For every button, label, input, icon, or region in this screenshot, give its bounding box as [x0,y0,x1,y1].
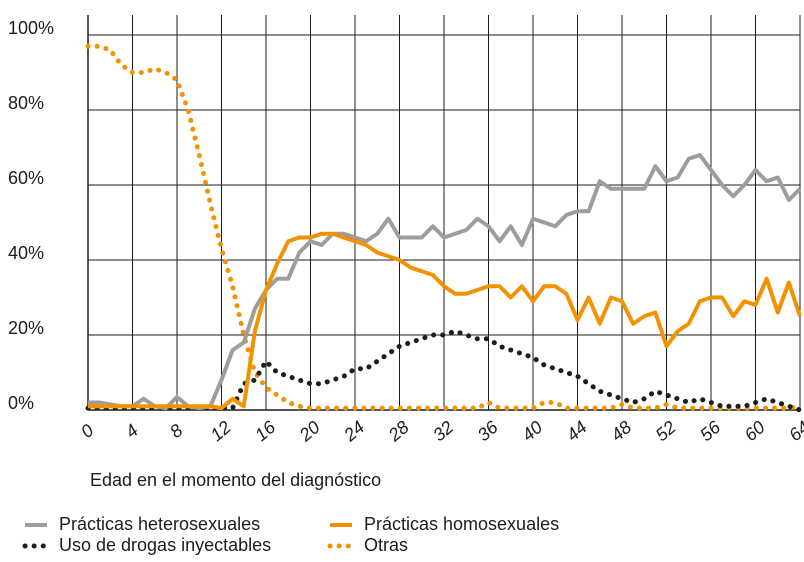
x-axis-title: Edad en el momento del diagnóstico [90,470,381,490]
legend-label: Prácticas heterosexuales [59,514,260,534]
y-tick-label: 20% [8,318,44,338]
x-tick-label: 20 [295,417,324,446]
x-tick-label: 0 [77,420,98,442]
x-tick-label: 40 [518,417,546,445]
x-tick-label: 52 [652,417,680,445]
y-tick-label: 100% [8,18,54,38]
x-tick-label: 4 [121,420,142,442]
x-tick-label: 24 [339,417,368,446]
x-tick-label: 60 [741,417,769,445]
x-tick-label: 16 [251,416,280,445]
legend-label: Uso de drogas inyectables [59,535,271,555]
y-tick-label: 40% [8,243,44,263]
x-tick-label: 64 [785,417,804,445]
y-tick-label: 80% [8,93,44,113]
x-tick-label: 48 [607,417,635,445]
x-tick-label: 32 [429,417,457,445]
x-tick-label: 28 [384,417,413,446]
x-tick-label: 56 [696,416,725,445]
y-tick-label: 0% [8,393,34,413]
y-tick-label: 60% [8,168,44,188]
legend-label: Prácticas homosexuales [364,514,559,534]
series-line [85,43,803,411]
x-tick-label: 8 [166,420,187,442]
x-tick-label: 36 [474,416,503,445]
x-tick-label: 12 [207,417,235,445]
legend-label: Otras [364,535,408,555]
x-tick-label: 44 [563,417,591,445]
series-line [88,231,802,411]
